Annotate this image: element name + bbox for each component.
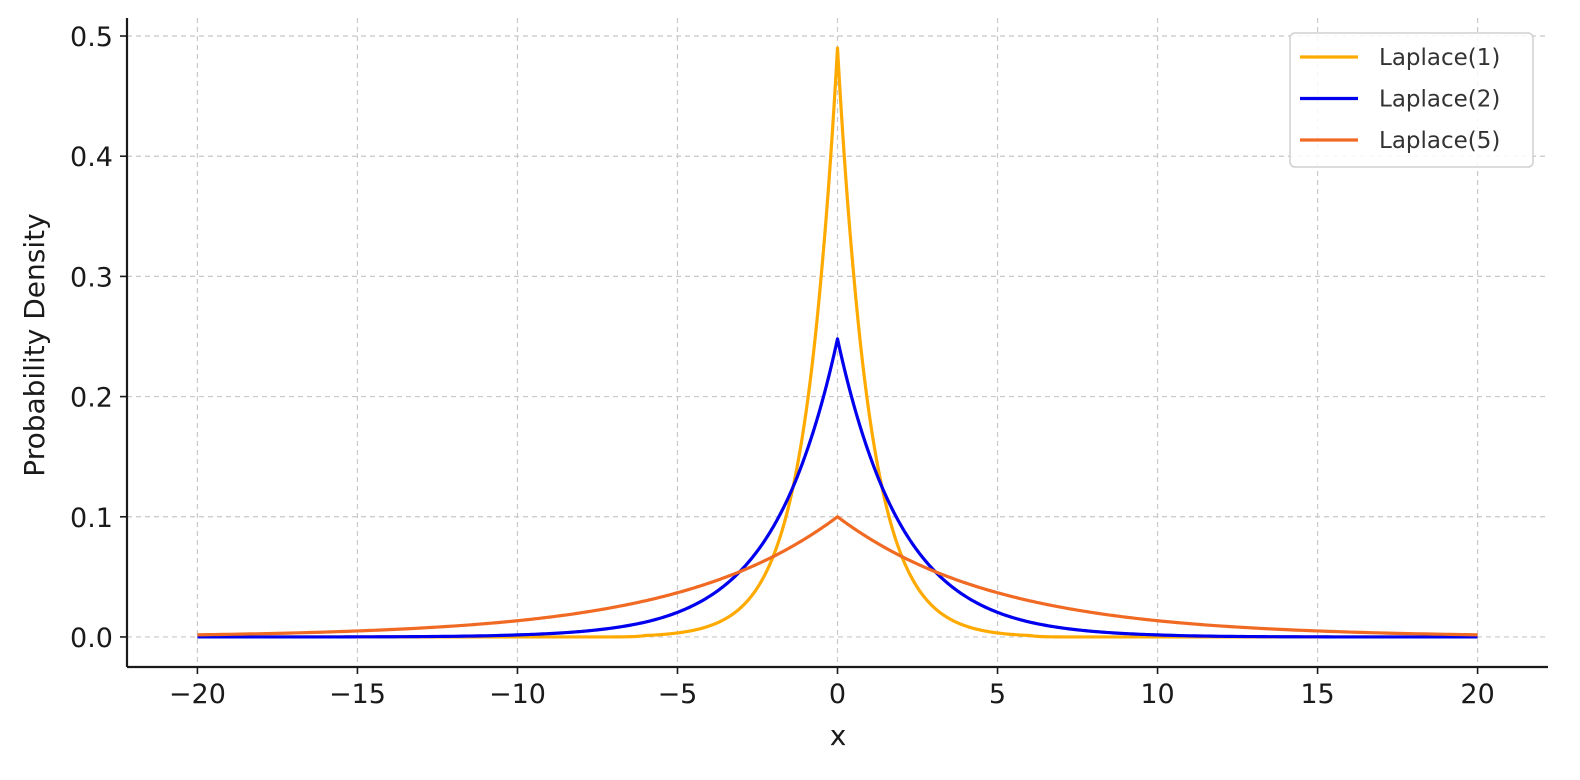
x-tick-label: 5 bbox=[989, 679, 1006, 710]
x-tick-label: −15 bbox=[329, 679, 386, 710]
x-tick-label: 10 bbox=[1140, 679, 1174, 710]
x-tick-label: 15 bbox=[1300, 679, 1334, 710]
x-tick-label: −5 bbox=[658, 679, 698, 710]
y-tick-label: 0.3 bbox=[70, 262, 113, 293]
x-axis-label: x bbox=[830, 719, 847, 752]
y-axis-label: Probability Density bbox=[18, 213, 51, 476]
legend-label-2: Laplace(2) bbox=[1379, 87, 1500, 113]
legend-label-1: Laplace(1) bbox=[1379, 45, 1500, 71]
x-tick-label: 20 bbox=[1460, 679, 1494, 710]
x-tick-label: −10 bbox=[489, 679, 546, 710]
legend-box bbox=[1289, 32, 1534, 168]
series-line-2 bbox=[197, 337, 1478, 639]
plot-series bbox=[197, 46, 1478, 639]
y-tick-label: 0.0 bbox=[70, 623, 113, 654]
series-line-1 bbox=[197, 46, 1478, 639]
y-tick-label: 0.2 bbox=[70, 383, 113, 414]
axes: −20 −15 −10 −5 0 5 10 15 20 0.0 0.1 0.2 0.3 0.4 0.5 bbox=[70, 18, 1548, 710]
series-line-3 bbox=[197, 515, 1478, 637]
x-tick-label: −20 bbox=[169, 679, 226, 710]
legend: Laplace(1) Laplace(2) Laplace(5) bbox=[1289, 32, 1534, 168]
y-tick-label: 0.4 bbox=[70, 142, 113, 173]
legend-label-3: Laplace(5) bbox=[1379, 128, 1500, 154]
x-tick-label: 0 bbox=[829, 679, 846, 710]
y-tick-label: 0.1 bbox=[70, 503, 113, 534]
y-tick-label: 0.5 bbox=[70, 22, 113, 53]
